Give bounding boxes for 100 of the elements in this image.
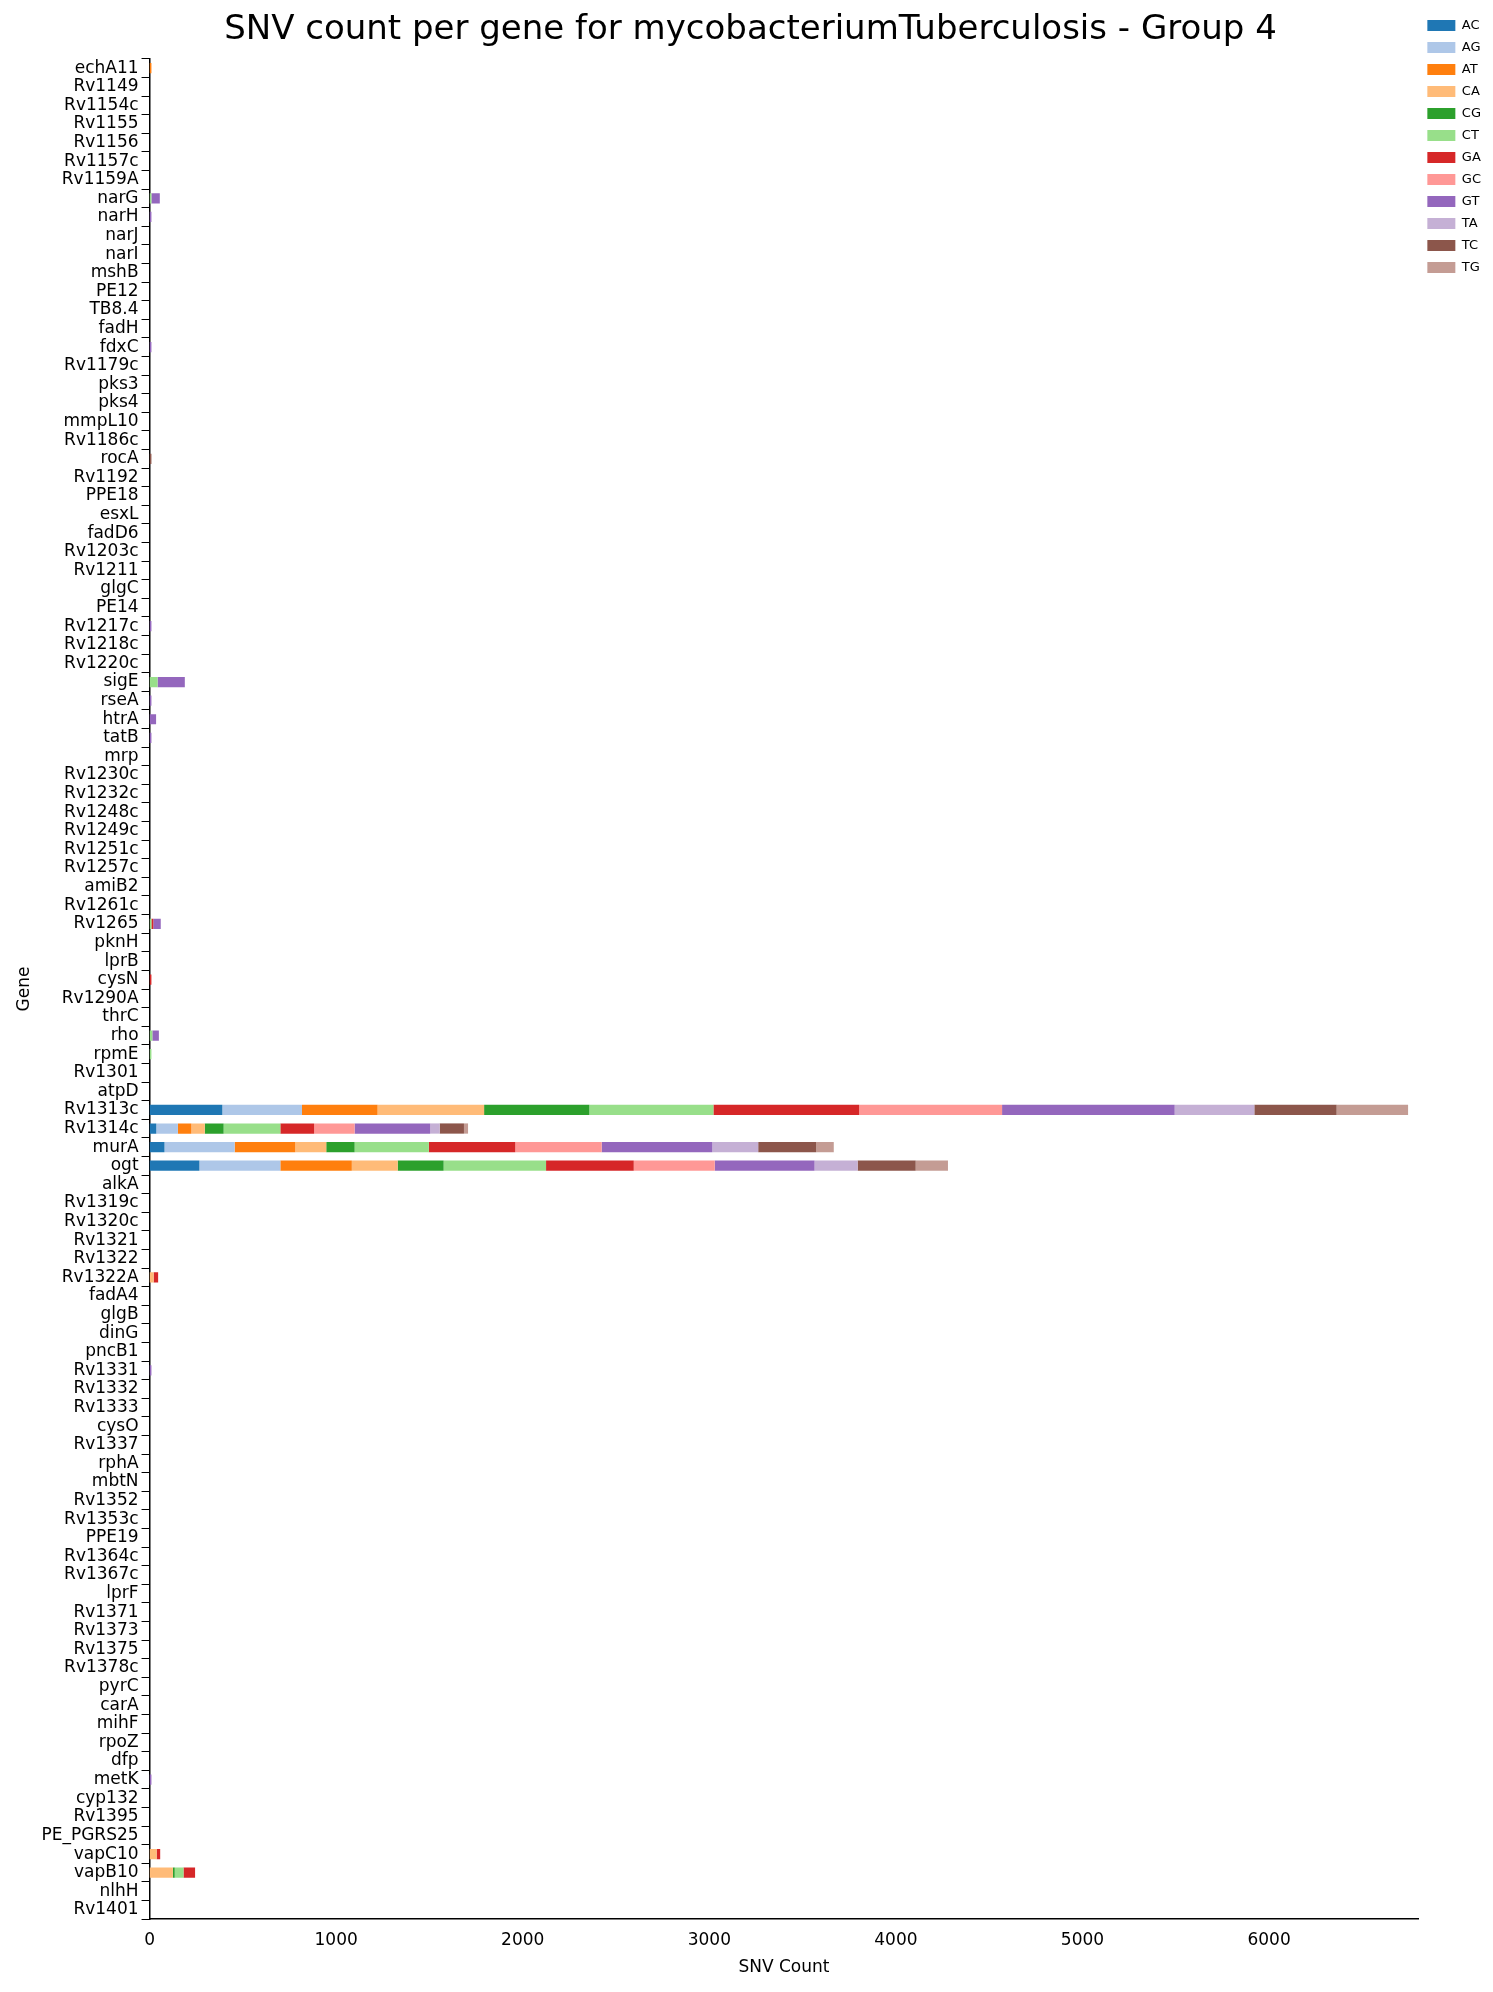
bar: [149, 1272, 154, 1283]
bar: [302, 1104, 378, 1116]
y-tick-label: PE_PGRS25: [41, 1823, 139, 1845]
bar: [149, 714, 157, 725]
legend-label: GT: [1461, 192, 1480, 208]
chart-title: SNV count per gene for mycobacteriumTuberculosis - Group 4: [224, 7, 1277, 48]
y-tick-label: Rv1157c: [64, 149, 139, 170]
y-tick-label: Rv1401: [73, 1898, 139, 1919]
y-tick-label: Rv1322A: [61, 1265, 139, 1286]
y-tick-label: tatB: [103, 726, 139, 747]
y-tick-label: Rv1319c: [64, 1191, 139, 1212]
bar: [183, 1867, 196, 1878]
y-axis-title: Gene: [12, 966, 33, 1012]
y-tick-label: Rv1332: [73, 1377, 139, 1398]
x-axis-title: SNV Count: [738, 1956, 830, 1977]
x-tick-label: 3000: [687, 1928, 731, 1949]
bar: [857, 1160, 916, 1171]
y-tick-label: Rv1232c: [64, 782, 139, 803]
bar: [222, 1104, 302, 1116]
y-tick-label: Rv1192: [73, 465, 139, 486]
bar: [153, 918, 161, 929]
x-tick-label: 5000: [1060, 1928, 1105, 1949]
bar: [354, 1142, 429, 1153]
y-tick-label: rseA: [100, 689, 139, 710]
bar: [280, 1160, 352, 1171]
bar: [515, 1142, 602, 1153]
y-tick-label: Rv1251c: [64, 837, 139, 858]
y-tick-label: Rv1352: [73, 1489, 139, 1510]
y-tick-label: Rv1249c: [64, 819, 139, 840]
y-tick-label: Rv1248c: [64, 800, 139, 821]
bar: [816, 1142, 834, 1153]
legend-label: GC: [1461, 170, 1482, 186]
y-tick-label: lprF: [106, 1582, 139, 1603]
bar: [589, 1104, 714, 1116]
legend-label: TA: [1460, 214, 1478, 230]
y-tick-label: fdxC: [99, 335, 139, 356]
bar: [428, 1142, 516, 1153]
y-tick-label: PE12: [95, 279, 139, 300]
y-tick-label: esxL: [99, 503, 140, 524]
x-tick-label: 0: [144, 1928, 155, 1949]
y-tick-label: Rv1364c: [64, 1544, 139, 1565]
y-tick-label: pyrC: [98, 1675, 139, 1696]
y-tick-label: Rv1320c: [64, 1209, 139, 1230]
y-tick-label: ogt: [110, 1154, 139, 1175]
y-tick-label: glgB: [100, 1302, 139, 1323]
bar: [633, 1160, 715, 1171]
y-tick-label: pknH: [94, 930, 139, 951]
bar: [814, 1160, 858, 1171]
y-tick-label: cysO: [96, 1414, 139, 1435]
bar: [546, 1160, 634, 1171]
y-tick-label: PPE18: [85, 484, 139, 505]
y-tick-label: Rv1179c: [64, 354, 139, 375]
y-tick-label: amiB2: [84, 875, 139, 896]
bar: [177, 1123, 192, 1134]
bar: [164, 1142, 235, 1153]
y-tick-label: Rv1217c: [64, 614, 139, 635]
y-tick-label: narH: [97, 205, 139, 226]
y-tick-label: Rv1149: [73, 75, 139, 96]
bar: [326, 1142, 355, 1153]
bar: [377, 1104, 485, 1116]
y-tick-label: rho: [110, 1023, 139, 1044]
legend-label: AT: [1461, 60, 1478, 76]
bar: [915, 1160, 948, 1171]
y-tick-label: mmpL10: [63, 410, 139, 430]
y-tick-label: cyp132: [75, 1786, 139, 1807]
bar: [1254, 1104, 1337, 1116]
bar: [439, 1123, 464, 1134]
bar: [191, 1123, 205, 1134]
bar: [1336, 1104, 1409, 1116]
y-tick-label: rpoZ: [98, 1730, 139, 1751]
y-tick-label: fadD6: [87, 521, 139, 542]
y-tick-label: echA11: [74, 56, 139, 77]
y-tick-label: Rv1154c: [64, 93, 139, 114]
y-tick-label: htrA: [102, 707, 139, 728]
y-tick-label: fadH: [98, 316, 139, 337]
y-tick-label: rpmE: [93, 1042, 139, 1063]
y-tick-label: Rv1375: [73, 1637, 139, 1658]
bar: [351, 1160, 398, 1171]
y-tick-label: thrC: [102, 1005, 139, 1026]
bar: [484, 1104, 590, 1116]
bar: [463, 1123, 469, 1134]
bar: [1174, 1104, 1255, 1116]
bar: [174, 1867, 184, 1878]
bar: [714, 1160, 815, 1171]
y-tick-label: glgC: [100, 577, 139, 598]
legend-label: AC: [1461, 16, 1480, 32]
bar: [149, 1104, 223, 1116]
y-tick-label: Rv1220c: [64, 651, 139, 672]
y-tick-label: narG: [97, 186, 139, 207]
x-tick-label: 6000: [1247, 1928, 1291, 1949]
legend-label: CA: [1461, 82, 1480, 98]
bar: [314, 1123, 355, 1134]
y-tick-label: atpD: [97, 1079, 139, 1100]
y-tick-label: Rv1353c: [64, 1507, 139, 1528]
bar: [149, 1848, 157, 1860]
y-tick-label: Rv1373: [73, 1619, 139, 1640]
y-tick-label: murA: [92, 1135, 139, 1156]
bar: [354, 1123, 431, 1134]
legend-label: CG: [1461, 104, 1482, 120]
y-tick-label: Rv1378c: [64, 1656, 139, 1677]
